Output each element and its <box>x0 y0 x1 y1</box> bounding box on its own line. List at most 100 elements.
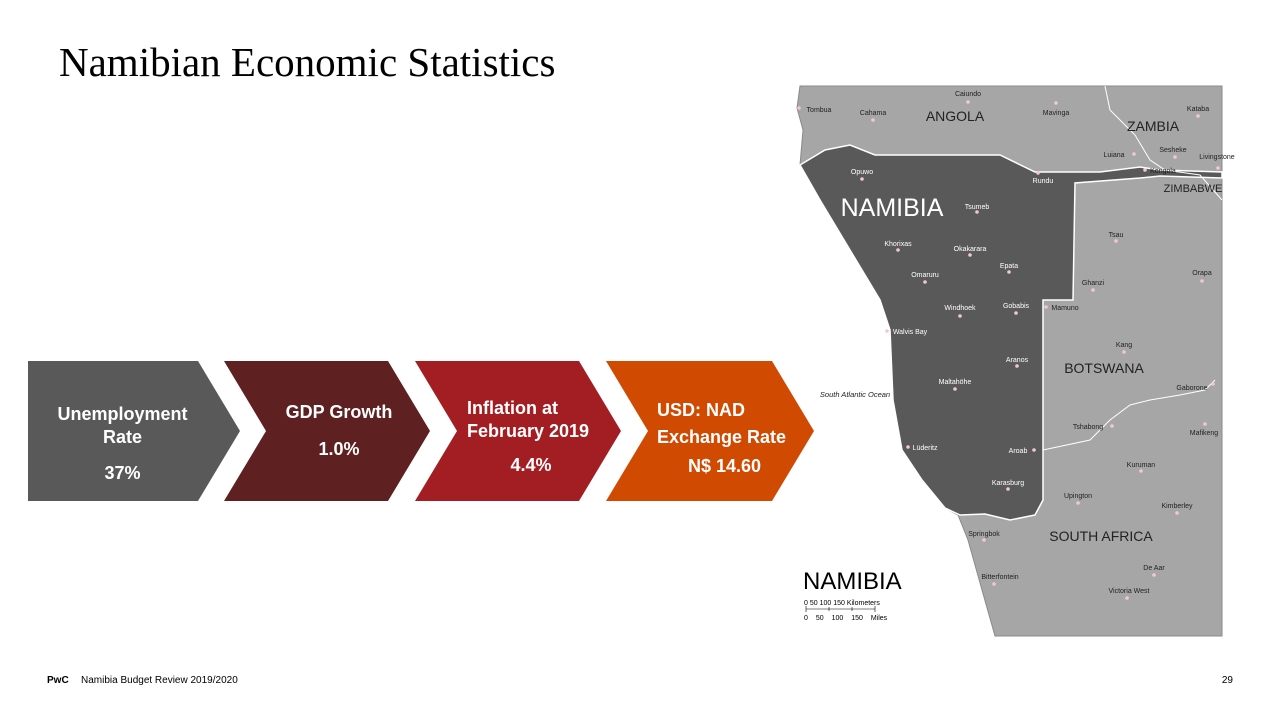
place-marker <box>1139 469 1143 473</box>
place-marker <box>1173 155 1177 159</box>
country-label: ZAMBIA <box>1127 118 1180 134</box>
stat-label: Inflation at February 2019 <box>467 398 590 441</box>
place-marker <box>860 177 864 181</box>
ocean-label: South Atlantic Ocean <box>820 390 890 399</box>
place-marker <box>1114 239 1118 243</box>
place-label: Luiana <box>1103 152 1124 159</box>
place-marker <box>1015 364 1019 368</box>
place-label: Kongola <box>1150 168 1176 175</box>
place-label: Sesheke <box>1159 147 1186 154</box>
place-marker <box>1200 279 1204 283</box>
place-label: Tshabong <box>1073 424 1103 431</box>
place-label: Aroab <box>1009 448 1028 455</box>
chevron <box>415 361 621 501</box>
place-label: Kuruman <box>1127 462 1156 469</box>
place-marker <box>1014 311 1018 315</box>
stat-label: GDP Growth <box>285 402 393 422</box>
place-marker <box>1044 305 1048 309</box>
place-label: Caiundo <box>955 91 981 98</box>
legend-title: NAMIBIA <box>803 568 902 595</box>
place-label: Springbok <box>968 531 1000 538</box>
border <box>1104 85 1223 201</box>
place-marker <box>975 210 979 214</box>
place-label: Mafikeng <box>1190 430 1219 437</box>
place-label: Lüderitz <box>913 445 938 452</box>
place-marker <box>1175 511 1179 515</box>
place-label: Tsau <box>1109 232 1124 239</box>
place-marker <box>953 387 957 391</box>
place-marker <box>1036 171 1040 175</box>
place-label: Gaborone <box>1176 385 1207 392</box>
stat-value: 37% <box>104 463 141 483</box>
place-marker <box>1203 422 1207 426</box>
scale-bar <box>805 606 876 612</box>
place-marker <box>885 329 889 333</box>
place-marker <box>1152 573 1156 577</box>
chevron <box>28 361 240 501</box>
stat-value: 1.0% <box>318 439 360 459</box>
page-number: 29 <box>1221 675 1233 686</box>
scale-mi: 0 50 100 150 Miles <box>804 615 888 622</box>
place-marker <box>1091 288 1095 292</box>
namibia <box>798 144 1223 521</box>
place-label: Maltahöhe <box>939 379 972 386</box>
place-marker <box>968 253 972 257</box>
place-marker <box>923 280 927 284</box>
place-marker <box>1032 448 1036 452</box>
stat-value: 4.4% <box>510 455 552 475</box>
place-label: Ghanzi <box>1082 280 1105 287</box>
place-label: Omaruru <box>911 272 939 279</box>
place-marker <box>1122 350 1126 354</box>
place-label: Rundu <box>1033 178 1054 185</box>
place-label: Kang <box>1116 342 1132 349</box>
place-label: Tombua <box>807 107 832 114</box>
place-label: Orapa <box>1192 270 1212 277</box>
place-label: Windhoek <box>944 305 976 312</box>
place-marker <box>1125 596 1129 600</box>
place-marker <box>1076 501 1080 505</box>
stat-label: USD: NAD Exchange Rate <box>657 400 787 447</box>
place-label: Gobabis <box>1003 303 1030 310</box>
place-label: Cahama <box>860 110 887 117</box>
footer-brand: PwC <box>47 675 69 686</box>
country-label: NAMIBIA <box>841 194 944 222</box>
place-marker <box>1132 152 1136 156</box>
place-marker <box>992 582 996 586</box>
place-marker <box>966 100 970 104</box>
footer-text: Namibia Budget Review 2019/2020 <box>81 675 238 686</box>
place-marker <box>1054 101 1058 105</box>
place-marker <box>1110 424 1114 428</box>
place-label: Bitterfontein <box>981 574 1018 581</box>
place-label: Mamuno <box>1051 305 1078 312</box>
place-marker <box>1211 382 1215 386</box>
scale-km: 0 50 100 150 Kilometers <box>804 600 880 607</box>
country-label: ZIMBABWE <box>1164 183 1223 195</box>
place-marker <box>1143 168 1147 172</box>
border <box>1042 379 1216 451</box>
place-marker <box>871 118 875 122</box>
stat-label: Unemployment Rate <box>57 404 188 447</box>
place-marker <box>1216 166 1220 170</box>
place-marker <box>1006 487 1010 491</box>
place-label: Okakarara <box>954 246 987 253</box>
place-marker <box>906 445 910 449</box>
stat-value: N$ 14.60 <box>687 456 762 476</box>
place-marker <box>1007 270 1011 274</box>
place-marker <box>958 314 962 318</box>
country-label: ANGOLA <box>926 108 985 124</box>
place-label: Epata <box>1000 263 1018 270</box>
country-label: BOTSWANA <box>1064 360 1144 376</box>
place-label: Upington <box>1064 493 1092 500</box>
place-marker <box>797 106 801 110</box>
place-label: Tsumeb <box>965 204 990 211</box>
place-label: Livingstone <box>1199 154 1235 161</box>
chevron <box>606 361 814 501</box>
place-marker <box>896 248 900 252</box>
place-label: Opuwo <box>851 169 873 176</box>
place-marker <box>982 538 986 542</box>
country-label: SOUTH AFRICA <box>1049 528 1153 544</box>
place-label: De Aar <box>1143 565 1165 572</box>
place-label: Mavinga <box>1043 110 1070 117</box>
